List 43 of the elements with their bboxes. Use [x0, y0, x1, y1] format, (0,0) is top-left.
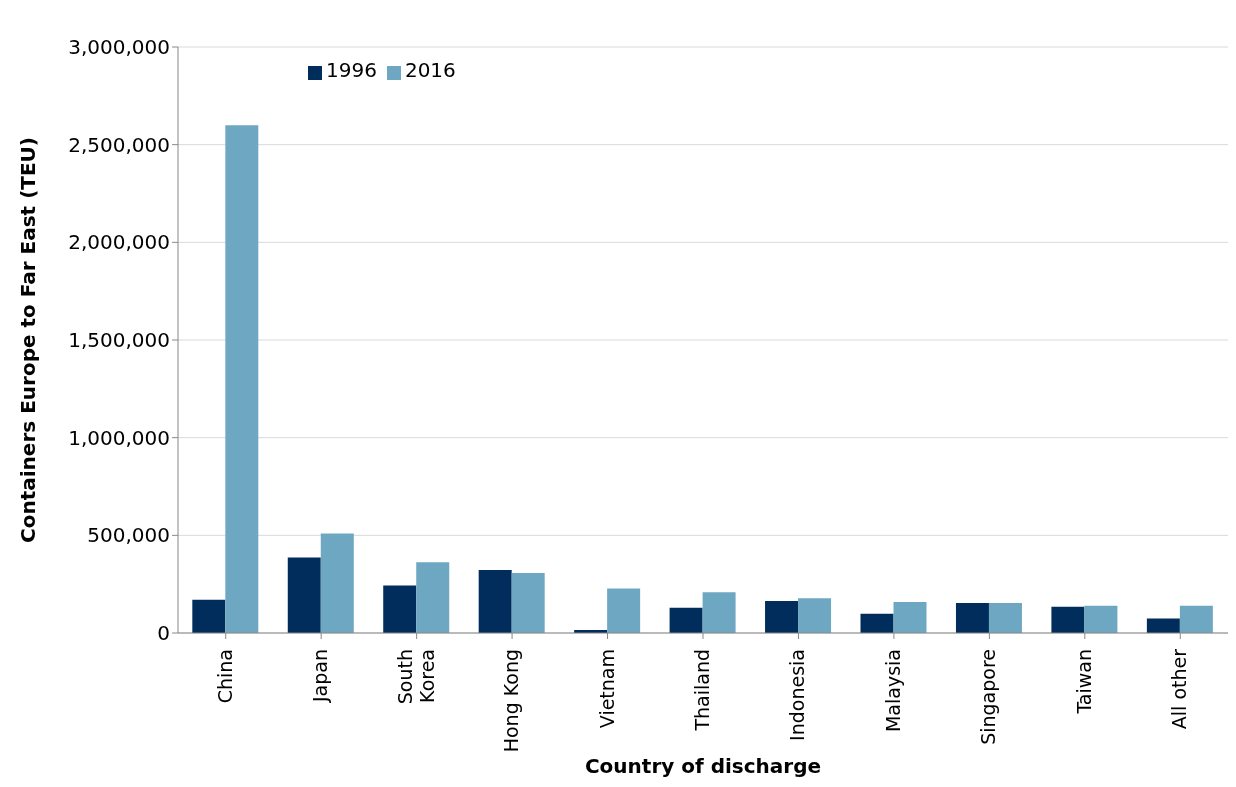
- x-axis-title: Country of discharge: [584, 754, 822, 778]
- y-tick-label: 1,500,000: [68, 328, 170, 353]
- x-tick-label: Malaysia: [881, 649, 904, 733]
- bar: [702, 592, 736, 633]
- y-axis-title: Containers Europe to Far East (TEU): [16, 137, 41, 543]
- y-tick-label: 500,000: [87, 523, 170, 548]
- y-tick-label: 3,000,000: [68, 35, 170, 60]
- x-tick-label: Japan: [309, 649, 332, 703]
- bar: [988, 602, 1022, 633]
- x-tick-label: Hong Kong: [500, 649, 523, 753]
- bar: [320, 533, 354, 633]
- y-tick-label: 0: [157, 621, 170, 646]
- bar: [798, 598, 832, 633]
- legend-label: 1996: [326, 58, 377, 82]
- bar: [669, 607, 703, 633]
- y-tick-label: 1,000,000: [68, 425, 170, 450]
- bar: [1051, 606, 1085, 633]
- bar: [860, 613, 894, 633]
- bar: [1146, 618, 1180, 633]
- bar: [225, 125, 259, 633]
- x-tick-label: China: [213, 649, 236, 704]
- x-tick-label: Singapore: [977, 649, 1000, 745]
- bar: [1179, 605, 1213, 633]
- bar: [893, 601, 927, 633]
- bar: [1084, 605, 1118, 633]
- bar: [765, 600, 799, 633]
- bar: [511, 573, 545, 633]
- x-tick-label: Taiwan: [1072, 649, 1095, 715]
- legend-label: 2016: [404, 58, 456, 82]
- bar: [416, 562, 450, 633]
- x-tick-label: Thailand: [691, 649, 713, 732]
- bar: [287, 557, 321, 633]
- x-tick-label: South Korea: [393, 649, 438, 705]
- bar: [478, 570, 512, 633]
- x-tick-label: Vietnam: [595, 649, 618, 729]
- bar: [383, 585, 417, 633]
- bar: [192, 599, 226, 633]
- bar: [607, 588, 641, 633]
- y-tick-label: 2,000,000: [68, 230, 170, 255]
- x-tick-label: Indonesia: [786, 649, 809, 741]
- x-tick-label: All other: [1168, 648, 1191, 730]
- bar: [955, 602, 989, 633]
- y-tick-label: 2,500,000: [68, 132, 170, 157]
